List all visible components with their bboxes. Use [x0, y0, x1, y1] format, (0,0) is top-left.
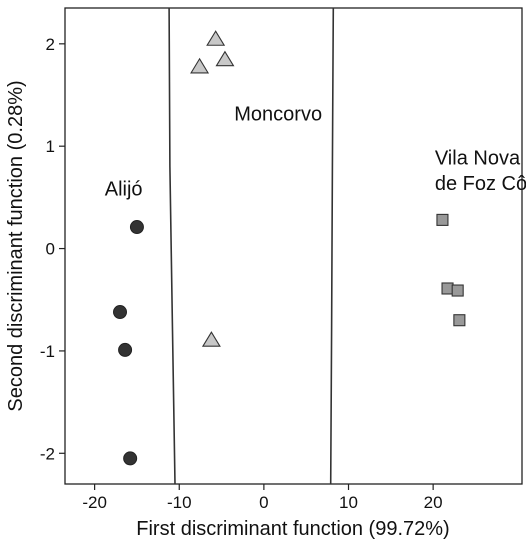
square-point-4 [453, 314, 466, 327]
circle-point-2 [113, 305, 128, 320]
region-label-1: Moncorvo [234, 104, 322, 126]
boundary-line-2 [329, 7, 335, 485]
x-axis-title: First discriminant function (99.72%) [136, 518, 449, 540]
circle-point-3 [118, 342, 133, 357]
y-tick-label-3: 0 [46, 240, 55, 259]
region-label-3: Vila Nova [435, 148, 521, 170]
circle-point-1 [129, 220, 144, 235]
x-axis: -20 -10 0 10 20 [82, 484, 443, 512]
y-tick-label-1: -2 [40, 444, 55, 463]
data-points [113, 30, 466, 466]
plot-area [64, 7, 523, 485]
square-point-2 [441, 282, 454, 295]
region-label-4: de Foz Côa [435, 173, 526, 195]
triangle-point-3 [190, 57, 210, 74]
x-tick-label-3: 0 [259, 493, 268, 512]
x-tick-label-5: 20 [424, 493, 443, 512]
y-axis: -2 -1 0 1 2 [40, 35, 65, 463]
y-tick-label-4: 1 [46, 137, 55, 156]
region-label-2: Alijó [105, 178, 143, 200]
triangle-point-2 [215, 50, 235, 67]
square-point-1 [436, 213, 449, 226]
x-tick-label-4: 10 [339, 493, 358, 512]
boundary-lines [168, 7, 335, 485]
boundary-line-1 [168, 7, 176, 485]
x-tick-label-2: -10 [167, 493, 192, 512]
y-tick-label-2: -1 [40, 342, 55, 361]
y-tick-label-5: 2 [46, 35, 55, 54]
x-tick-label-1: -20 [82, 493, 107, 512]
region-labels: Moncorvo Alijó Vila Nova de Foz Côa [105, 104, 526, 201]
circle-point-4 [123, 451, 138, 466]
y-axis-title: Second discriminant function (0.28%) [5, 80, 27, 411]
square-point-3 [451, 284, 464, 297]
triangle-point-4 [201, 331, 221, 347]
triangle-point-1 [206, 30, 226, 46]
